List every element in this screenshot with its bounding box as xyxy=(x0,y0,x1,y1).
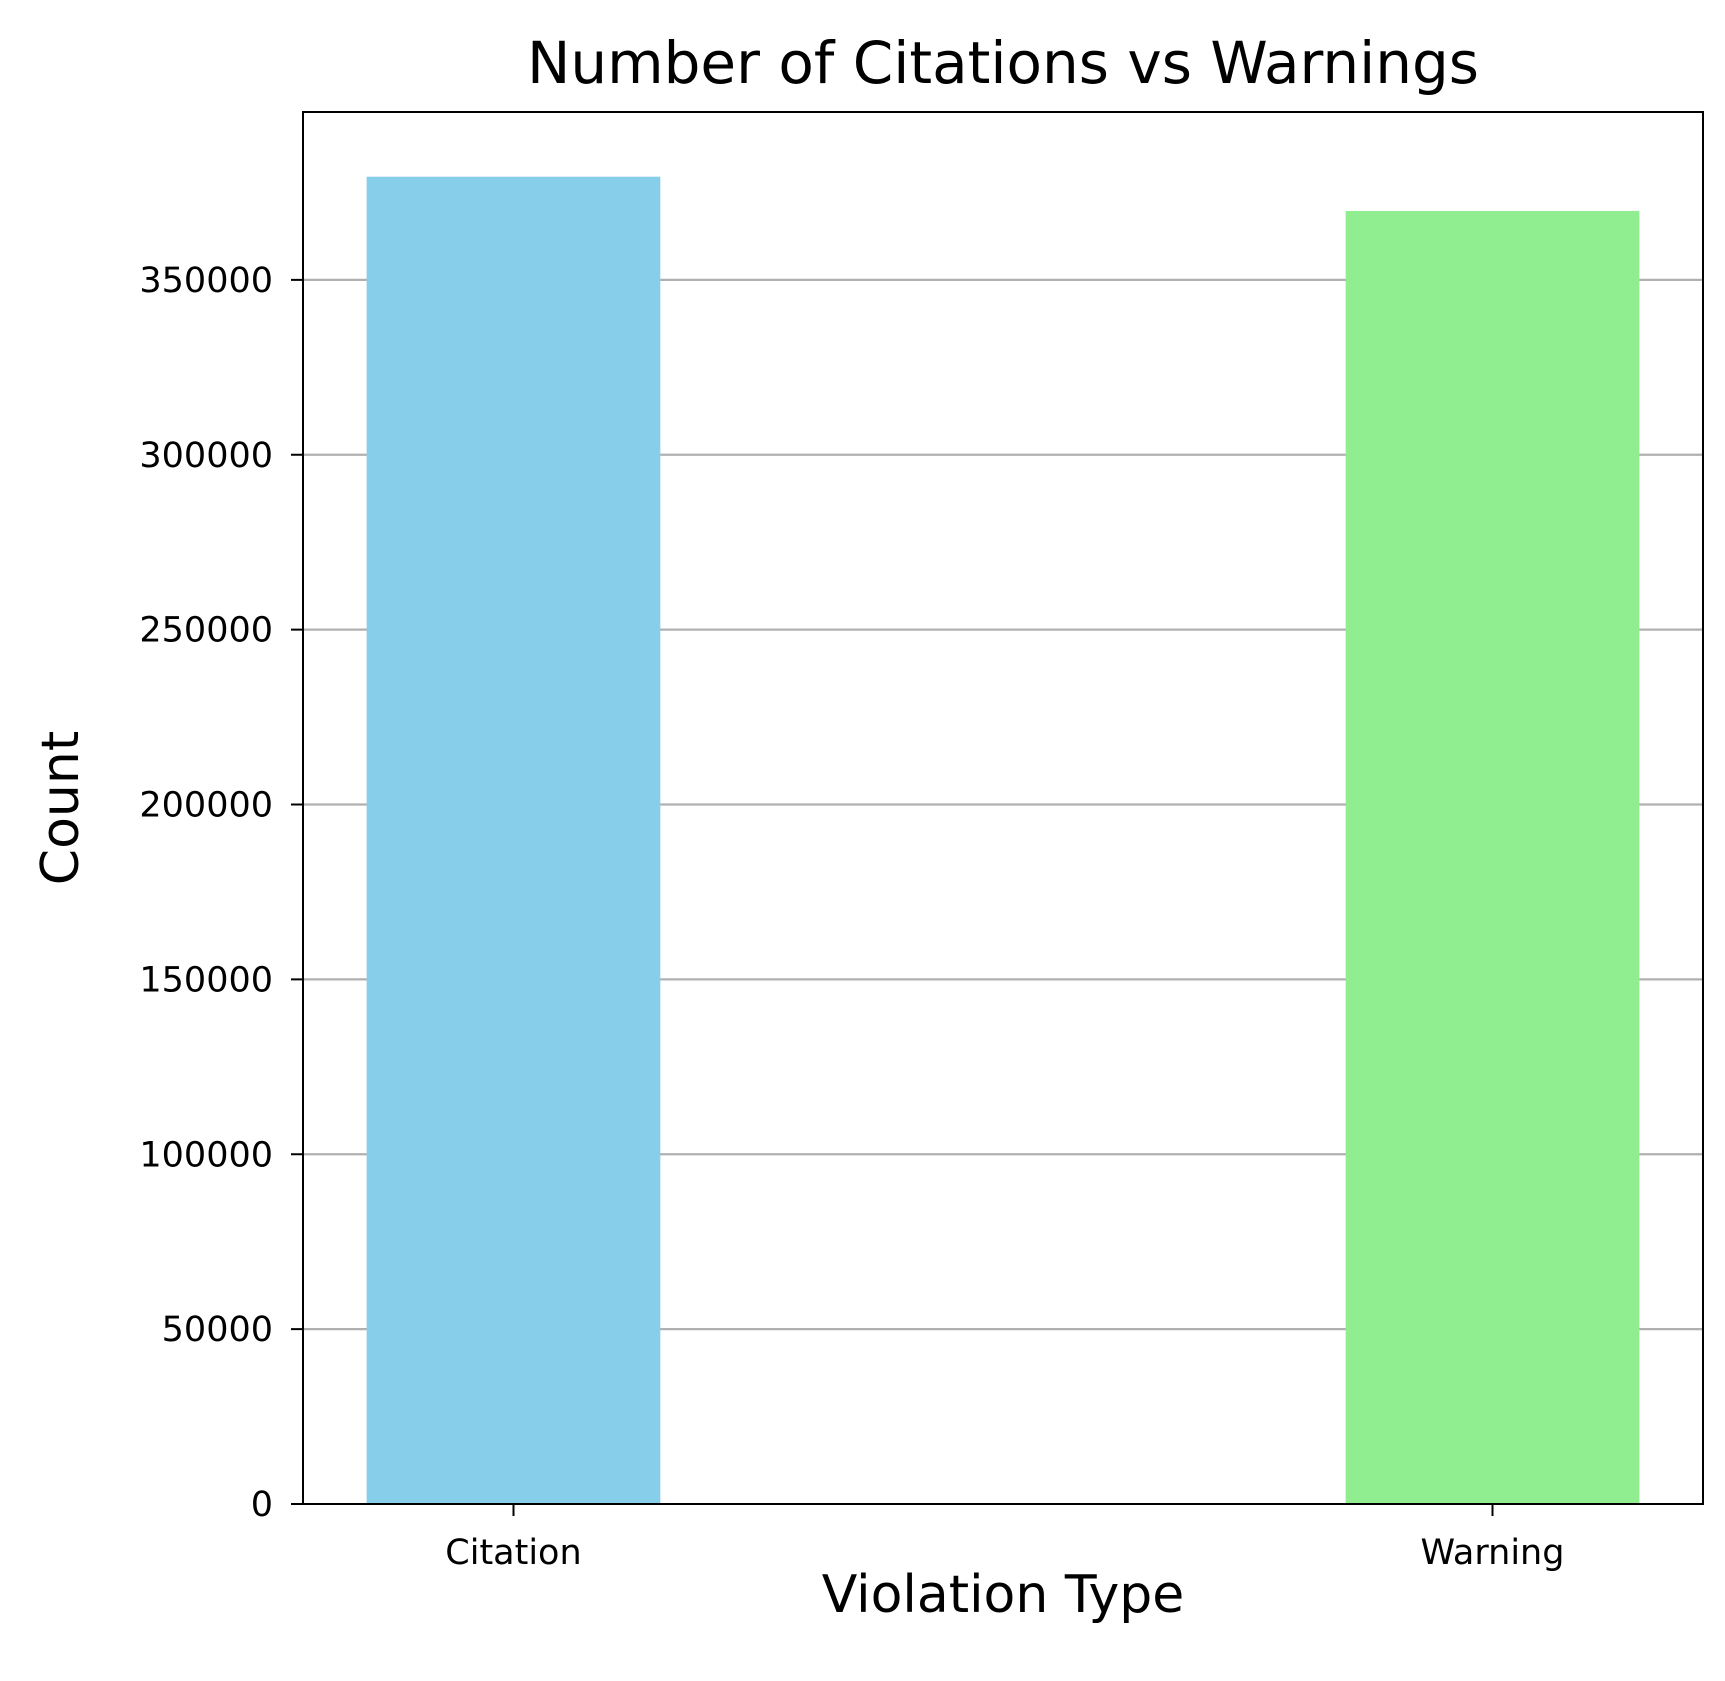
bar-warning xyxy=(1345,210,1640,1505)
bar-citation xyxy=(366,176,661,1505)
plot-frame xyxy=(302,111,1704,1505)
y-tick-label: 0 xyxy=(251,1485,273,1525)
chart-title: Number of Citations vs Warnings xyxy=(527,29,1479,97)
y-tick-label: 250000 xyxy=(139,611,273,651)
y-tick-label: 300000 xyxy=(139,436,273,476)
x-axis-ticks: Citation Warning xyxy=(445,1504,1564,1573)
y-axis-ticks: 0 50000 100000 150000 200000 250000 300000 3500… xyxy=(139,261,303,1525)
x-tick-label: Citation xyxy=(445,1533,581,1573)
bars xyxy=(366,176,1640,1505)
y-tick-label: 100000 xyxy=(139,1135,273,1175)
y-tick-label: 150000 xyxy=(139,960,273,1000)
y-tick-label: 200000 xyxy=(139,786,273,826)
y-axis-title: Count xyxy=(31,731,91,885)
x-axis-title: Violation Type xyxy=(822,1565,1185,1625)
y-tick-label: 50000 xyxy=(162,1310,273,1350)
x-tick-label: Warning xyxy=(1421,1533,1565,1573)
y-tick-label: 350000 xyxy=(139,261,273,301)
